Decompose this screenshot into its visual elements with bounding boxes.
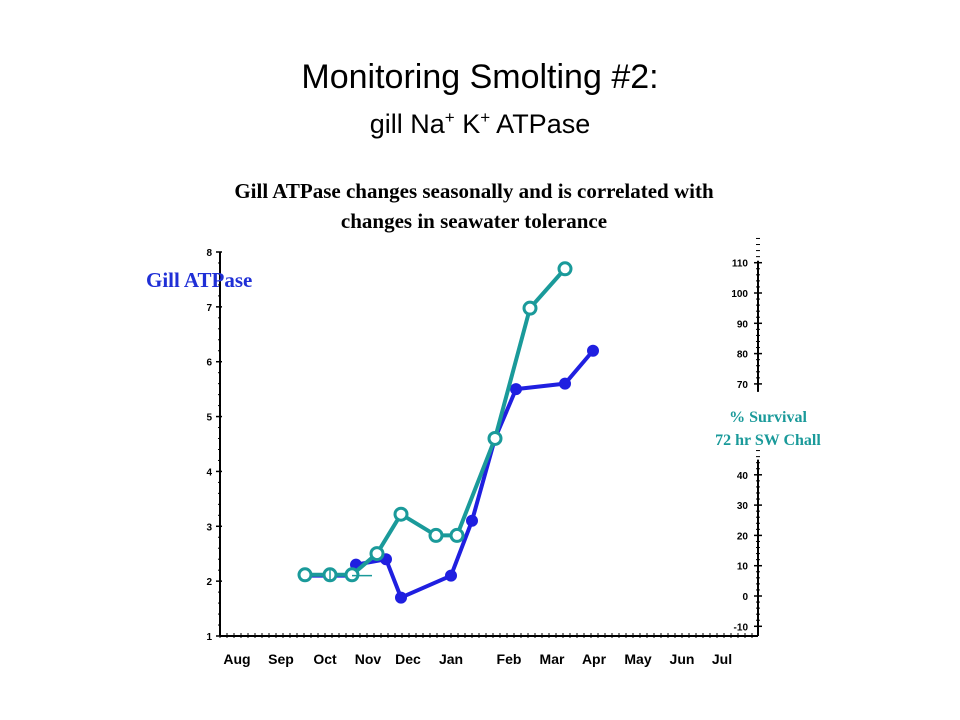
y-tick-label: 4 (206, 467, 212, 478)
y2-tick-label: -10 (734, 622, 749, 633)
y2-tick-label: 110 (732, 259, 749, 270)
data-point-survival (344, 567, 360, 583)
data-point-survival (393, 506, 409, 522)
data-point-survival (369, 546, 385, 562)
x-tick-label: Oct (313, 651, 337, 667)
slide-subtitle: gill Na+ K+ ATPase (0, 108, 960, 140)
slide-title: Monitoring Smolting #2: (301, 58, 659, 96)
x-tick-label: Apr (582, 651, 607, 667)
y2-tick-label: 40 (737, 471, 749, 482)
x-tick-label: Sep (268, 651, 294, 667)
data-point-atpase (587, 344, 599, 357)
chart-title: Gill ATPase changes seasonally and is co… (234, 179, 714, 233)
data-point-survival (297, 567, 313, 583)
x-tick-label: Jul (712, 651, 732, 667)
data-point-survival (487, 430, 503, 446)
y2-tick-label: 10 (737, 562, 749, 573)
data-point-atpase (559, 377, 571, 390)
y-tick-label: 8 (206, 248, 212, 259)
data-point-survival (428, 527, 444, 543)
data-point-survival (557, 261, 573, 277)
x-tick-label: Jan (439, 651, 463, 667)
y2-tick-label: 30 (737, 501, 749, 512)
y2-tick-label: 0 (742, 592, 748, 603)
y-tick-label: 2 (206, 577, 212, 588)
y-tick-label: 3 (206, 522, 212, 533)
data-point-atpase (466, 514, 478, 527)
series-line-survival (305, 267, 567, 577)
series-line-atpase (305, 349, 595, 600)
y-tick-label: 7 (206, 303, 212, 314)
x-tick-label: Nov (355, 651, 382, 667)
x-tick-label: Feb (497, 651, 522, 667)
x-tick-label: Dec (395, 651, 421, 667)
data-point-atpase (445, 569, 457, 582)
y-tick-label: 5 (206, 413, 212, 424)
y2-tick-label: 20 (737, 531, 749, 542)
y2-tick-label: 90 (737, 319, 749, 330)
y2-axis-label-line1: % Survival (729, 409, 807, 426)
subtitle-sup-k: + (480, 108, 491, 127)
x-tick-label: May (624, 651, 651, 667)
data-point-atpase (510, 383, 522, 396)
y2-axis-label-line2: 72 hr SW Chall (715, 432, 821, 449)
subtitle-sup-na: + (444, 108, 455, 127)
x-tick-label: Mar (540, 651, 565, 667)
y2-tick-label: 70 (737, 380, 749, 391)
subtitle-mid: K (454, 109, 481, 139)
x-tick-label: Aug (223, 651, 250, 667)
y-tick-label: 1 (206, 632, 212, 643)
data-point-survival (449, 527, 465, 543)
data-point-atpase (395, 591, 407, 604)
y-axis-label: Gill ATPase (146, 268, 253, 292)
subtitle-suffix: ATPase (490, 109, 591, 139)
y2-tick-label: 80 (737, 350, 749, 361)
y2-axis-label: % Survival 72 hr SW Chall (690, 406, 846, 452)
y2-tick-label: 100 (731, 289, 748, 300)
data-point-survival (522, 300, 538, 316)
x-tick-label: Jun (670, 651, 695, 667)
y-tick-label: 6 (206, 358, 212, 369)
subtitle-prefix: gill Na (369, 109, 445, 139)
